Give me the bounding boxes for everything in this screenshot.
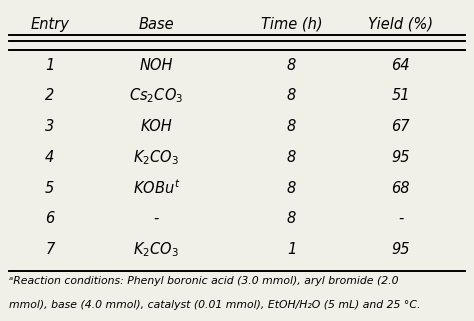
Text: 95: 95 — [391, 150, 410, 165]
Text: 8: 8 — [287, 57, 296, 73]
Text: 4: 4 — [45, 150, 55, 165]
Text: 95: 95 — [391, 242, 410, 257]
Text: 8: 8 — [287, 150, 296, 165]
Text: 5: 5 — [45, 180, 55, 195]
Text: 67: 67 — [391, 119, 410, 134]
Text: 68: 68 — [391, 180, 410, 195]
Text: Base: Base — [138, 17, 174, 31]
Text: 51: 51 — [391, 88, 410, 103]
Text: Time (h): Time (h) — [261, 17, 322, 31]
Text: 6: 6 — [45, 211, 55, 226]
Text: $KOBu^t$: $KOBu^t$ — [133, 179, 180, 197]
Text: 8: 8 — [287, 180, 296, 195]
Text: 7: 7 — [45, 242, 55, 257]
Text: $K_2CO_3$: $K_2CO_3$ — [134, 148, 179, 167]
Text: -: - — [154, 211, 159, 226]
Text: $K_2CO_3$: $K_2CO_3$ — [134, 240, 179, 259]
Text: 1: 1 — [287, 242, 296, 257]
Text: Entry: Entry — [30, 17, 69, 31]
Text: 8: 8 — [287, 211, 296, 226]
Text: -: - — [398, 211, 403, 226]
Text: mmol), base (4.0 mmol), catalyst (0.01 mmol), EtOH/H₂O (5 mL) and 25 °C.: mmol), base (4.0 mmol), catalyst (0.01 m… — [9, 300, 421, 310]
Text: 1: 1 — [45, 57, 55, 73]
Text: KOH: KOH — [141, 119, 172, 134]
Text: 3: 3 — [45, 119, 55, 134]
Text: 8: 8 — [287, 119, 296, 134]
Text: 2: 2 — [45, 88, 55, 103]
Text: Yield (%): Yield (%) — [368, 17, 433, 31]
Text: ᵃReaction conditions: Phenyl boronic acid (3.0 mmol), aryl bromide (2.0: ᵃReaction conditions: Phenyl boronic aci… — [9, 276, 399, 286]
Text: 8: 8 — [287, 88, 296, 103]
Text: $Cs_2CO_3$: $Cs_2CO_3$ — [129, 86, 183, 105]
Text: NOH: NOH — [140, 57, 173, 73]
Text: 64: 64 — [391, 57, 410, 73]
